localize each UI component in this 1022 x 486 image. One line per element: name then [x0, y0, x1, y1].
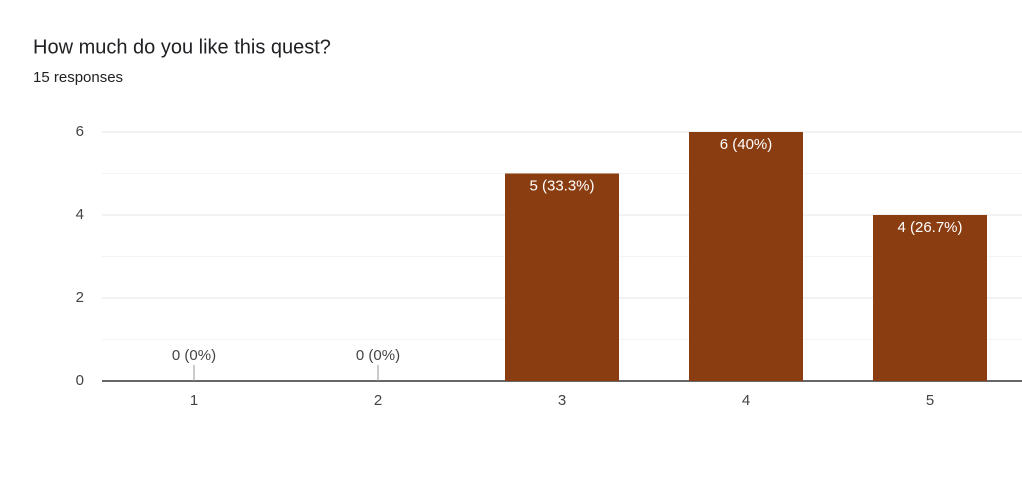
bar	[505, 173, 619, 381]
y-tick-label: 6	[76, 123, 84, 140]
value-label: 5 (33.3%)	[529, 177, 594, 194]
x-tick-label: 3	[558, 392, 566, 409]
y-tick-label: 4	[76, 206, 84, 223]
chart-title: How much do you like this quest?	[33, 36, 331, 58]
value-label: 4 (26.7%)	[897, 219, 962, 236]
value-label: 0 (0%)	[172, 347, 216, 364]
x-tick-label: 2	[374, 392, 382, 409]
bar	[689, 132, 803, 381]
x-tick-label: 1	[190, 392, 198, 409]
bar	[873, 215, 987, 381]
chart-subtitle: 15 responses	[33, 69, 123, 86]
value-label: 6 (40%)	[720, 136, 773, 153]
x-tick-label: 5	[926, 392, 934, 409]
x-tick-label: 4	[742, 392, 750, 409]
value-label: 0 (0%)	[356, 347, 400, 364]
y-tick-label: 2	[76, 289, 84, 306]
y-tick-label: 0	[76, 372, 84, 389]
